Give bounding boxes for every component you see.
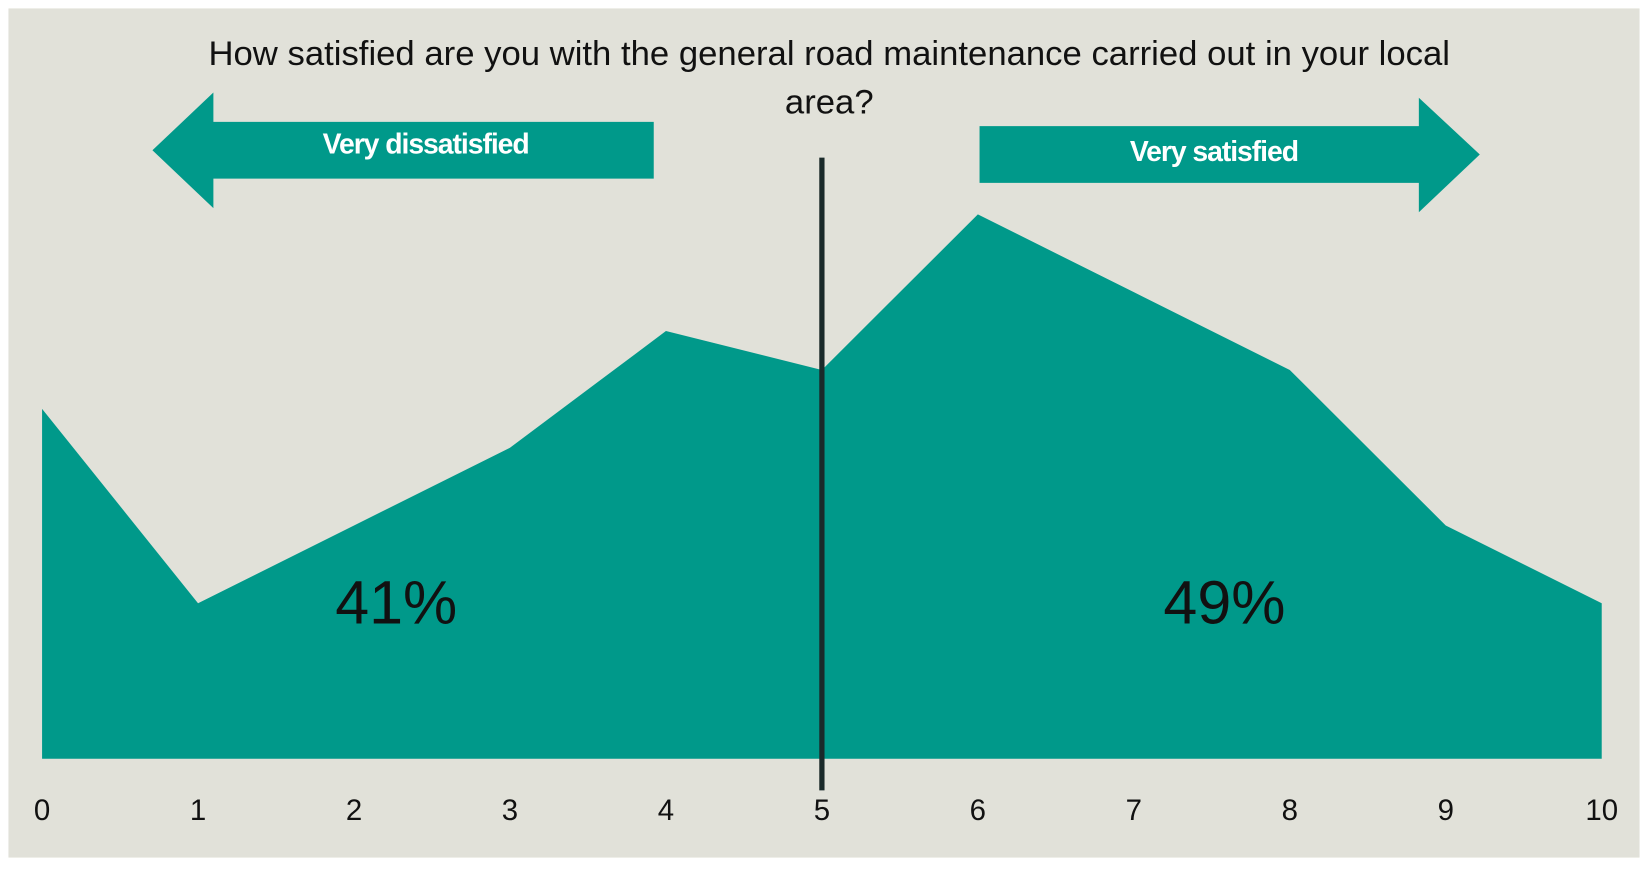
x-tick-label: 4: [658, 794, 674, 827]
title-box: How satisfied are you with the general r…: [208, 33, 1451, 121]
x-tick-label: 5: [814, 794, 830, 827]
plot: 0 1 2 3 4 5 6 7 8 9 10: [34, 157, 1618, 827]
x-tick-label: 1: [190, 794, 206, 827]
right-arrow: [979, 97, 1480, 213]
left-share: 41%: [335, 569, 457, 637]
right-share: 49%: [1163, 569, 1285, 637]
x-tick-label: 10: [1585, 794, 1618, 827]
x-tick-label: 0: [34, 794, 50, 827]
chart-title: How satisfied are you with the general r…: [208, 33, 1451, 121]
x-tick-label: 2: [346, 794, 362, 827]
left-label: Very dissatisfied: [323, 129, 529, 161]
left-arrow: [152, 92, 654, 209]
x-tick-label: 9: [1438, 794, 1454, 827]
right-label: Very satisfied: [1130, 136, 1298, 168]
x-tick-label: 8: [1282, 794, 1298, 827]
x-tick-label: 7: [1126, 794, 1142, 827]
x-tick-label: 6: [970, 794, 986, 827]
x-tick-label: 3: [502, 794, 518, 827]
